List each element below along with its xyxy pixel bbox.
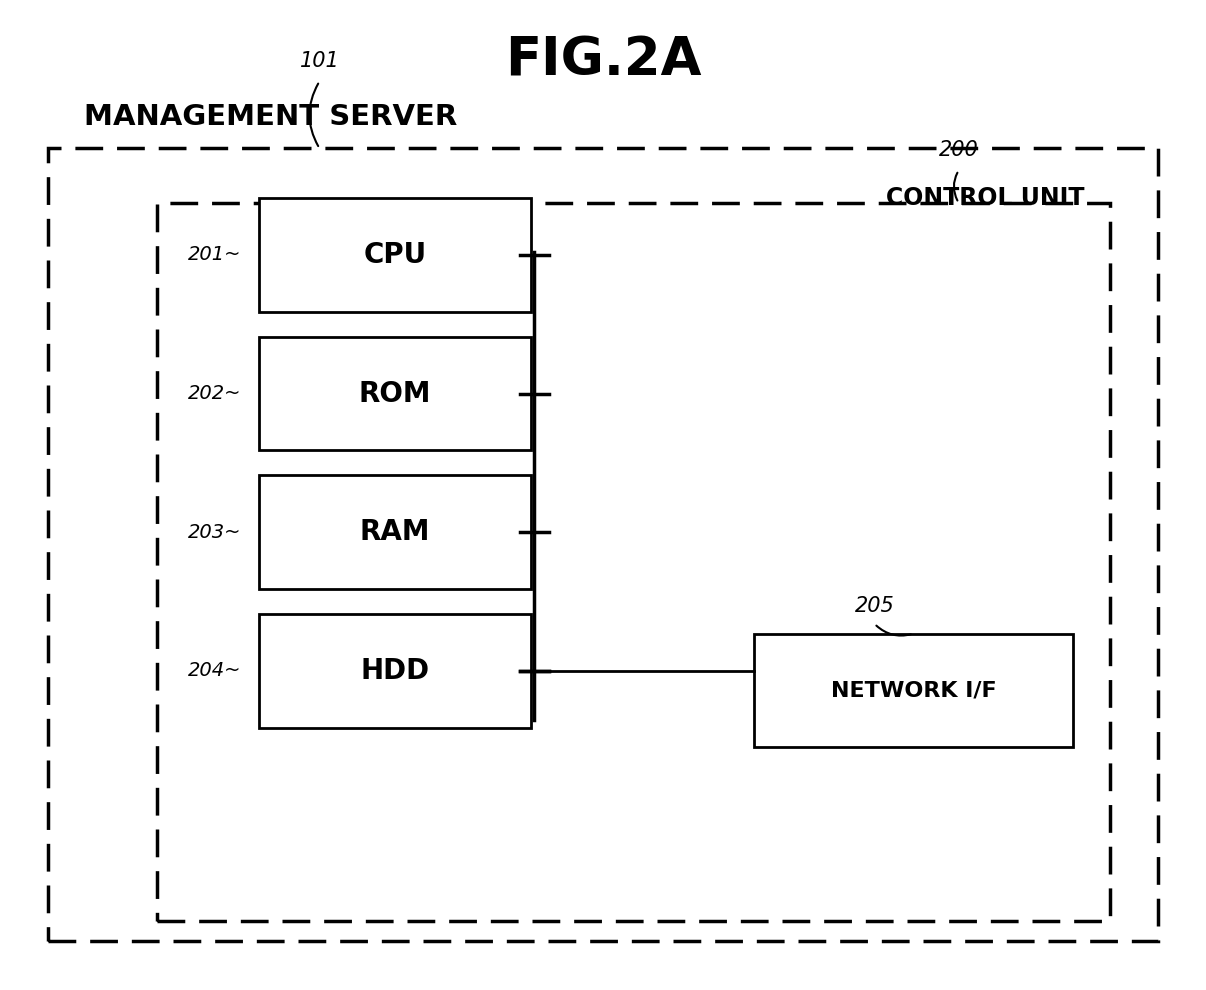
FancyBboxPatch shape (157, 203, 1110, 921)
Text: 201~: 201~ (188, 246, 241, 264)
Text: 101: 101 (300, 51, 339, 71)
Text: ROM: ROM (358, 379, 432, 408)
Text: HDD: HDD (361, 656, 429, 685)
FancyBboxPatch shape (754, 634, 1073, 747)
FancyBboxPatch shape (48, 148, 1158, 940)
Text: 203~: 203~ (188, 523, 241, 542)
Text: CPU: CPU (363, 241, 427, 269)
FancyBboxPatch shape (259, 337, 531, 450)
FancyBboxPatch shape (259, 475, 531, 589)
Text: MANAGEMENT SERVER: MANAGEMENT SERVER (84, 103, 457, 131)
Text: CONTROL UNIT: CONTROL UNIT (886, 186, 1085, 210)
Text: RAM: RAM (359, 518, 431, 546)
Text: 205: 205 (855, 596, 894, 616)
Text: NETWORK I/F: NETWORK I/F (831, 680, 996, 701)
Text: 200: 200 (939, 141, 978, 160)
Text: 202~: 202~ (188, 384, 241, 403)
Text: FIG.2A: FIG.2A (505, 35, 701, 87)
FancyBboxPatch shape (259, 198, 531, 312)
Text: 204~: 204~ (188, 661, 241, 680)
FancyBboxPatch shape (259, 614, 531, 728)
